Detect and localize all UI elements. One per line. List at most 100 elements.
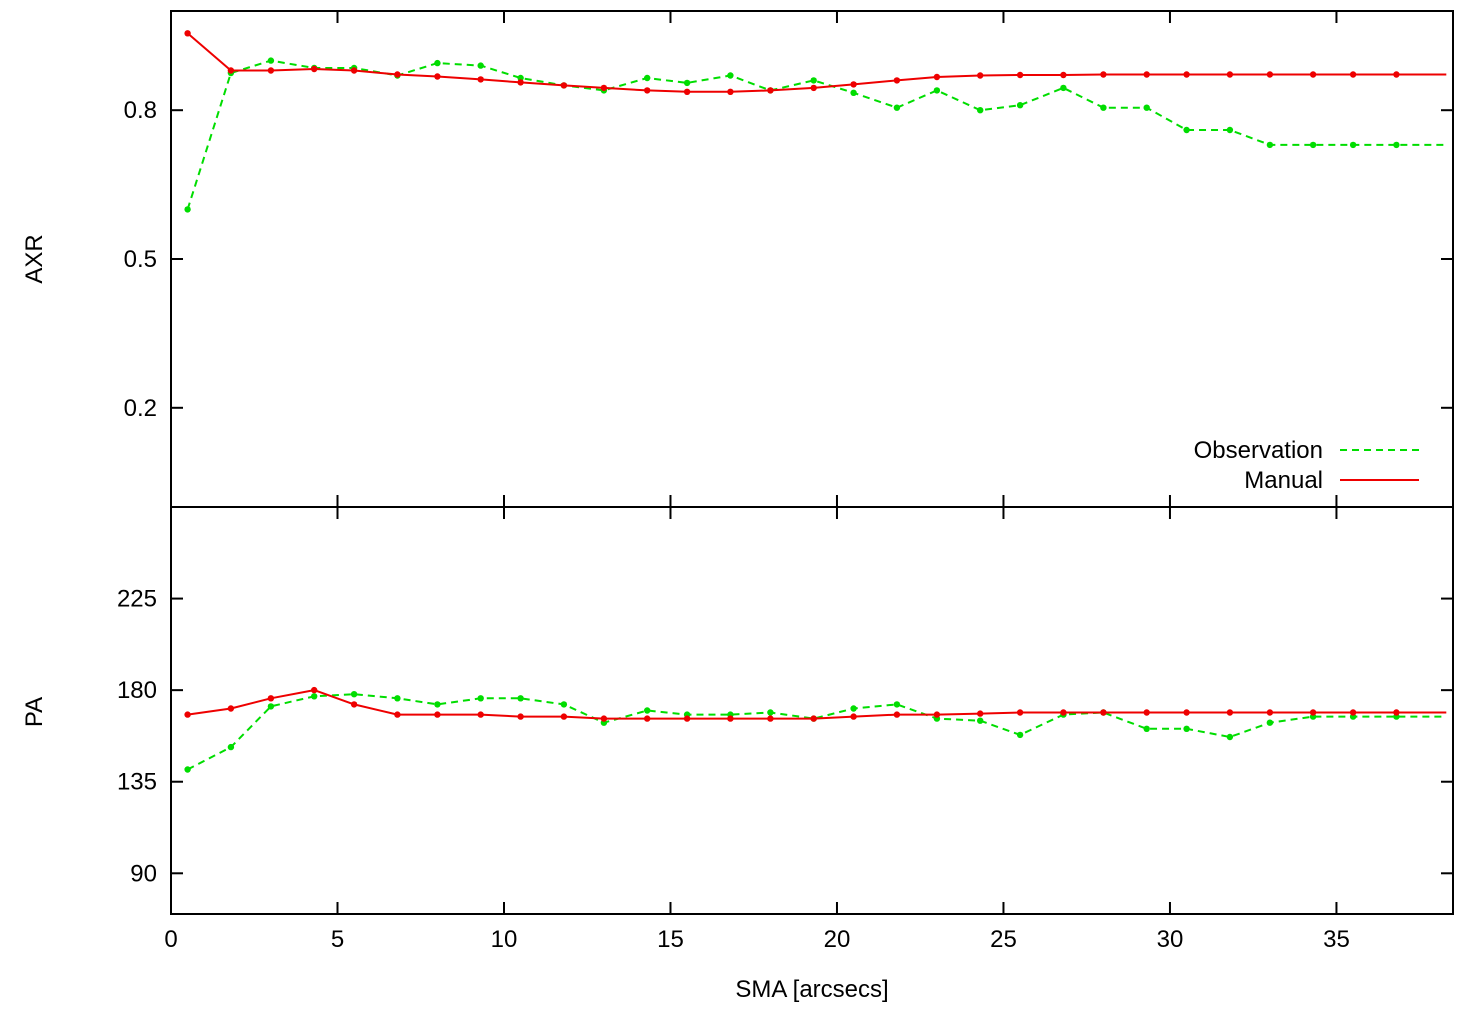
axr-point-manual — [600, 84, 608, 92]
pa-y-tick-label: 90 — [130, 860, 157, 887]
pa-point-manual — [350, 701, 358, 708]
pa-point-manual — [644, 715, 651, 722]
axr-y-axis-label: AXR — [21, 234, 48, 283]
pa-point-manual — [517, 713, 524, 720]
pa-y-tick-label: 180 — [117, 677, 157, 704]
axr-point-observation — [1226, 126, 1234, 134]
axr-point-manual — [434, 73, 441, 80]
axr-point-observation — [1183, 126, 1190, 134]
axr-series — [184, 30, 1447, 213]
axr-point-manual — [1393, 71, 1400, 78]
axr-point-observation — [1393, 141, 1400, 149]
pa-point-observation — [517, 695, 524, 702]
axr-point-manual — [1226, 71, 1234, 78]
axr-y-tick-label: 0.5 — [124, 246, 157, 273]
x-axis-label: SMA [arcsecs] — [735, 976, 888, 1003]
x-tick-label: 30 — [1157, 926, 1184, 953]
x-tick-label: 0 — [164, 926, 177, 953]
axr-point-manual — [850, 81, 857, 88]
axr-point-observation — [434, 59, 441, 67]
x-tick-label: 5 — [331, 926, 344, 953]
pa-point-observation — [1266, 719, 1274, 726]
pa-x-ticks: 0 5 10 15 20 25 30 35 — [164, 507, 1350, 953]
axr-point-manual — [1016, 71, 1024, 79]
axr-point-manual — [767, 87, 774, 94]
pa-y-ticks: 90 135 180 225 — [117, 586, 1453, 887]
pa-point-manual — [267, 695, 275, 702]
axr-point-observation — [184, 206, 191, 213]
axr-point-observation — [267, 57, 275, 64]
pa-point-manual — [394, 711, 401, 718]
pa-point-manual — [850, 713, 857, 720]
pa-point-manual — [560, 713, 568, 720]
axr-point-observation — [1349, 141, 1357, 149]
axr-y-tick-label: 0.8 — [124, 97, 157, 124]
pa-point-manual — [1349, 709, 1357, 716]
x-tick-label: 35 — [1323, 926, 1350, 953]
pa-point-manual — [1393, 709, 1400, 716]
pa-series-observation-line — [187, 693, 1447, 771]
axr-point-observation — [727, 72, 734, 79]
x-tick-label: 15 — [657, 926, 684, 953]
axr-point-observation — [477, 62, 484, 69]
pa-point-observation — [1016, 731, 1024, 739]
axr-point-observation — [1266, 141, 1274, 149]
pa-point-observation — [850, 705, 857, 712]
legend: Observation Manual — [1194, 437, 1419, 494]
axr-y-tick-label: 0.2 — [124, 395, 157, 422]
pa-point-manual — [810, 715, 817, 722]
pa-point-manual — [434, 711, 441, 718]
pa-point-observation — [644, 707, 651, 714]
legend-label-observation: Observation — [1194, 437, 1323, 464]
pa-point-observation — [350, 691, 358, 698]
axr-point-manual — [227, 67, 235, 74]
pa-point-manual — [893, 711, 901, 718]
axr-series-manual-line — [186, 32, 1447, 93]
pa-point-manual — [1309, 709, 1317, 716]
pa-panel: 90 135 180 225 0 5 10 15 20 25 30 35 PA SMA [arcse… — [21, 506, 1454, 1003]
axr-point-manual — [1349, 71, 1357, 78]
axr-series-observation-line — [186, 59, 1447, 210]
axr-point-manual — [1309, 71, 1317, 78]
pa-point-observation — [434, 701, 441, 708]
axr-point-manual — [350, 67, 358, 74]
axr-point-observation — [977, 107, 984, 114]
axr-point-observation — [644, 74, 651, 82]
pa-point-manual — [1226, 709, 1234, 716]
axr-point-observation — [1060, 84, 1067, 92]
pa-point-manual — [1266, 709, 1274, 716]
axr-point-manual — [1100, 71, 1107, 78]
axr-point-manual — [267, 67, 275, 74]
pa-point-manual — [1143, 709, 1150, 716]
pa-point-observation — [184, 766, 191, 773]
axr-point-observation — [933, 87, 941, 94]
axr-panel: 0.2 0.5 0.8 AXR Observation Manual — [21, 10, 1454, 508]
pa-point-manual — [977, 710, 984, 717]
legend-label-manual: Manual — [1244, 467, 1323, 494]
axr-point-manual — [893, 77, 901, 84]
pa-point-manual — [1183, 709, 1190, 716]
axr-point-manual — [933, 73, 941, 81]
axr-point-manual — [810, 84, 817, 92]
pa-series — [184, 686, 1447, 773]
axr-point-observation — [1100, 104, 1107, 111]
pa-y-tick-label: 225 — [117, 586, 157, 613]
axr-point-observation — [517, 74, 524, 82]
pa-point-observation — [1183, 725, 1190, 732]
axr-point-manual — [517, 79, 524, 86]
axr-point-manual — [1060, 71, 1067, 79]
axr-point-observation — [1309, 141, 1317, 149]
axr-point-manual — [727, 88, 734, 96]
pa-point-manual — [1100, 709, 1107, 716]
pa-y-tick-label: 135 — [117, 769, 157, 796]
axr-point-manual — [683, 88, 691, 96]
axr-point-manual — [977, 72, 984, 79]
axr-point-observation — [1143, 104, 1150, 111]
pa-point-manual — [1016, 709, 1024, 716]
pa-point-manual — [311, 686, 318, 694]
axr-point-manual — [311, 65, 318, 73]
pa-point-manual — [1060, 709, 1067, 716]
pa-point-manual — [227, 705, 235, 712]
pa-point-manual — [933, 711, 941, 718]
